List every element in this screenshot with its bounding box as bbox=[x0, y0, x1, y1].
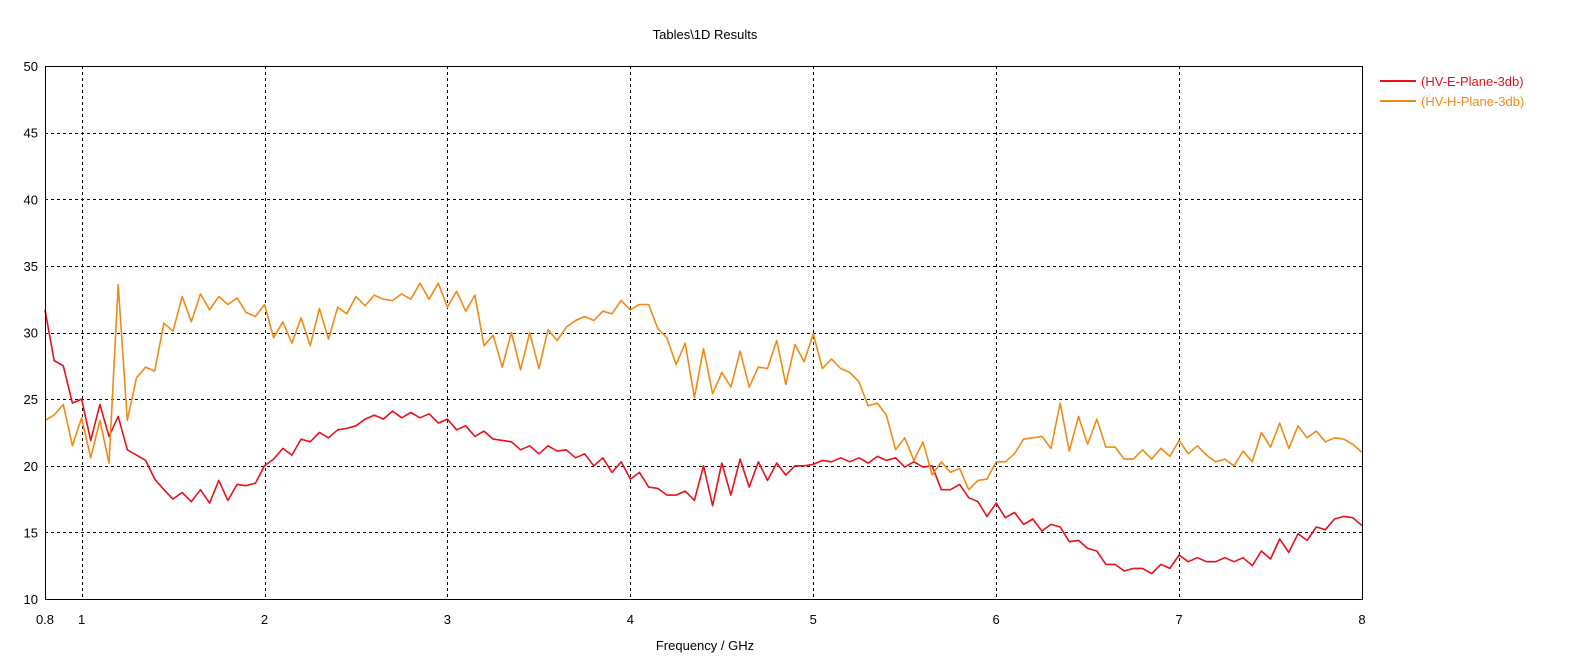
y-tick-label: 35 bbox=[24, 259, 38, 274]
x-axis-ticks: 0.8 1 2 3 4 5 6 7 8 bbox=[36, 612, 1366, 627]
grid-lines bbox=[45, 66, 1362, 599]
x-tick-label: 7 bbox=[1175, 612, 1182, 627]
y-tick-label: 20 bbox=[24, 459, 38, 474]
x-tick-label: 1 bbox=[78, 612, 85, 627]
legend-label-2: (HV-H-Plane-3db) bbox=[1421, 94, 1524, 109]
y-tick-label: 40 bbox=[24, 192, 38, 207]
x-tick-label: 3 bbox=[444, 612, 451, 627]
series-line-1 bbox=[44, 309, 1363, 575]
x-tick-label: 8 bbox=[1358, 612, 1365, 627]
legend-label-1: (HV-E-Plane-3db) bbox=[1421, 74, 1524, 89]
series-layer bbox=[44, 282, 1363, 575]
y-tick-label: 15 bbox=[24, 525, 38, 540]
y-tick-label: 45 bbox=[24, 126, 38, 141]
y-tick-label: 25 bbox=[24, 392, 38, 407]
x-axis-label: Frequency / GHz bbox=[656, 638, 754, 653]
x-tick-label: 2 bbox=[261, 612, 268, 627]
y-tick-label: 50 bbox=[24, 59, 38, 74]
y-tick-label: 30 bbox=[24, 326, 38, 341]
plot-area-frame bbox=[45, 66, 1363, 600]
x-tick-label: 5 bbox=[810, 612, 817, 627]
y-axis-ticks: 10 15 20 25 30 35 40 45 50 bbox=[24, 59, 38, 607]
legend: (HV-E-Plane-3db) (HV-H-Plane-3db) bbox=[1380, 74, 1524, 109]
chart-title: Tables\1D Results bbox=[653, 27, 758, 42]
x-tick-label: 6 bbox=[993, 612, 1000, 627]
series-line-2 bbox=[44, 282, 1363, 491]
x-tick-label: 0.8 bbox=[36, 612, 54, 627]
y-tick-label: 10 bbox=[24, 592, 38, 607]
x-tick-label: 4 bbox=[627, 612, 634, 627]
